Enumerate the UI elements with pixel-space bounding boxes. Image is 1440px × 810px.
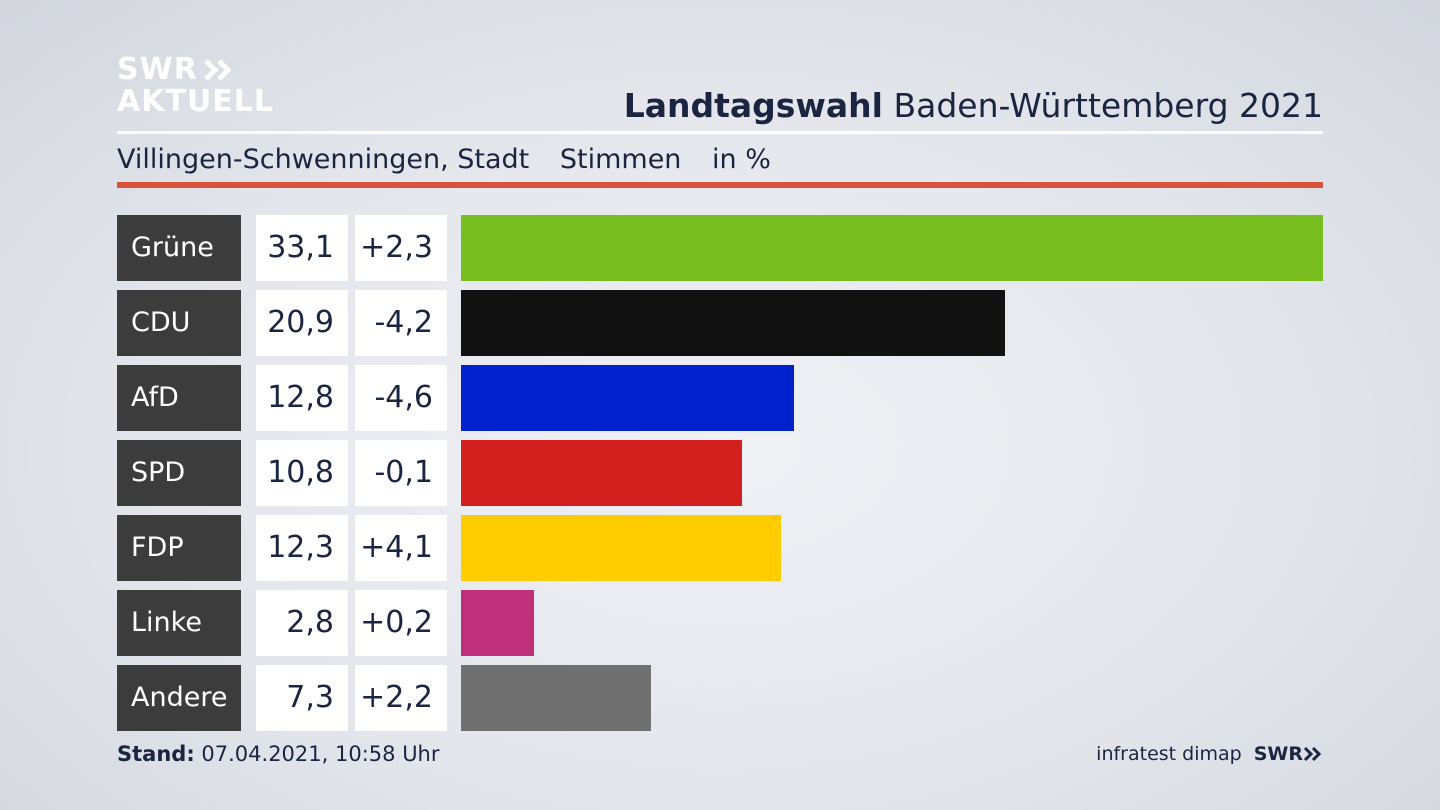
broadcaster-label: SWR bbox=[1253, 743, 1303, 765]
header-divider bbox=[117, 131, 1323, 134]
chart-row: FDP 12,3 +4,1 bbox=[117, 515, 1323, 581]
result-bar bbox=[461, 515, 781, 581]
result-bar bbox=[461, 290, 1005, 356]
vote-change-value: -0,1 bbox=[355, 440, 447, 506]
vote-share-value: 12,8 bbox=[256, 365, 348, 431]
vote-change-value: -4,6 bbox=[355, 365, 447, 431]
vote-change-value: -4,2 bbox=[355, 290, 447, 356]
chart-row: SPD 10,8 -0,1 bbox=[117, 440, 1323, 506]
chart-row: Linke 2,8 +0,2 bbox=[117, 590, 1323, 656]
location-label: Villingen-Schwenningen, Stadt bbox=[117, 144, 530, 175]
vote-change-value: +2,3 bbox=[355, 215, 447, 281]
result-bar bbox=[461, 215, 1323, 281]
result-bar bbox=[461, 590, 534, 656]
result-bar bbox=[461, 440, 742, 506]
party-label: AfD bbox=[117, 365, 241, 431]
logo-line-1: SWR bbox=[117, 52, 198, 87]
source-credit: infratest dimap SWR bbox=[1096, 740, 1323, 768]
subtitle: Villingen-Schwenningen, Stadt Stimmen in… bbox=[117, 142, 793, 178]
result-bar bbox=[461, 665, 651, 731]
chart-row: Grüne 33,1 +2,3 bbox=[117, 215, 1323, 281]
vote-share-value: 33,1 bbox=[256, 215, 348, 281]
title-rest: Baden-Württemberg 2021 bbox=[893, 86, 1323, 125]
party-label: FDP bbox=[117, 515, 241, 581]
stand-label: Stand: bbox=[117, 742, 195, 766]
chart-row: Andere 7,3 +2,2 bbox=[117, 665, 1323, 731]
accent-divider bbox=[117, 182, 1323, 188]
vote-share-value: 12,3 bbox=[256, 515, 348, 581]
chart-row: CDU 20,9 -4,2 bbox=[117, 290, 1323, 356]
timestamp: Stand: 07.04.2021, 10:58 Uhr bbox=[117, 740, 440, 768]
party-label: Linke bbox=[117, 590, 241, 656]
swr-aktuell-logo: SWR AKTUELL bbox=[117, 54, 274, 118]
party-label: Andere bbox=[117, 665, 241, 731]
party-label: CDU bbox=[117, 290, 241, 356]
vote-change-value: +2,2 bbox=[355, 665, 447, 731]
party-label: SPD bbox=[117, 440, 241, 506]
chart-row: AfD 12,8 -4,6 bbox=[117, 365, 1323, 431]
logo-line-2: AKTUELL bbox=[117, 84, 275, 119]
page-title: Landtagswahl Baden-Württemberg 2021 bbox=[624, 84, 1323, 128]
result-bar bbox=[461, 365, 794, 431]
stand-value: 07.04.2021, 10:58 Uhr bbox=[201, 742, 440, 766]
measure-label: Stimmen bbox=[559, 144, 682, 175]
broadcaster-logo: SWR bbox=[1254, 740, 1323, 768]
title-bold: Landtagswahl bbox=[623, 86, 883, 125]
double-chevron-icon bbox=[204, 59, 232, 81]
source-label: infratest dimap bbox=[1096, 743, 1242, 765]
vote-change-value: +4,1 bbox=[355, 515, 447, 581]
unit-label: in % bbox=[712, 144, 771, 175]
vote-share-value: 20,9 bbox=[256, 290, 348, 356]
double-chevron-icon bbox=[1303, 746, 1322, 762]
vote-change-value: +0,2 bbox=[355, 590, 447, 656]
vote-share-value: 2,8 bbox=[256, 590, 348, 656]
vote-share-value: 10,8 bbox=[256, 440, 348, 506]
party-label: Grüne bbox=[117, 215, 241, 281]
vote-share-value: 7,3 bbox=[256, 665, 348, 731]
